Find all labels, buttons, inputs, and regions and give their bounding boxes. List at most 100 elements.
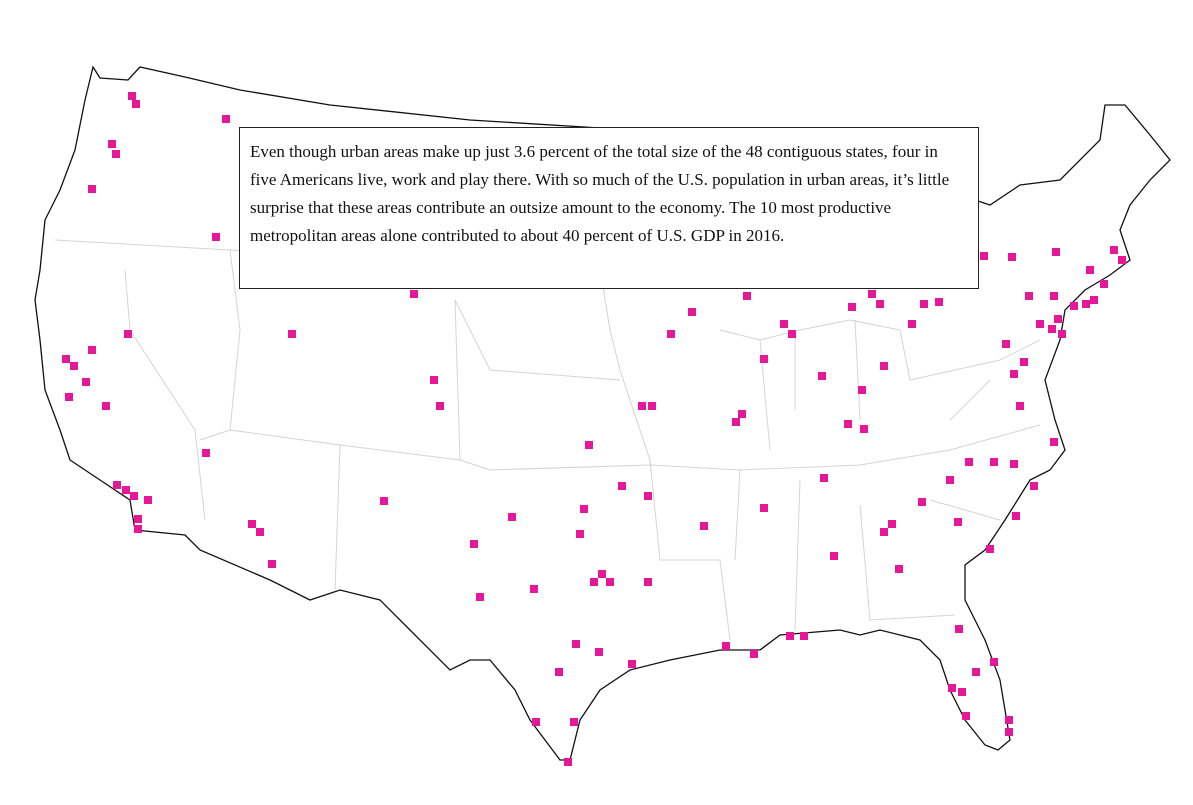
urban-cell <box>830 552 838 560</box>
urban-cell <box>212 233 220 241</box>
urban-cell <box>980 252 988 260</box>
urban-cell <box>990 658 998 666</box>
urban-cell <box>820 474 828 482</box>
urban-cell <box>1110 246 1118 254</box>
urban-cell <box>948 684 956 692</box>
urban-cell <box>65 393 73 401</box>
urban-cell <box>585 441 593 449</box>
urban-cell <box>990 458 998 466</box>
urban-cell <box>1100 280 1108 288</box>
urban-cell <box>1012 512 1020 520</box>
urban-cell <box>1016 402 1024 410</box>
urban-cell <box>1050 438 1058 446</box>
urban-cell <box>508 513 516 521</box>
urban-cell <box>638 402 646 410</box>
urban-cell <box>648 402 656 410</box>
urban-cell <box>738 410 746 418</box>
urban-cell <box>1052 248 1060 256</box>
urban-cell <box>1005 728 1013 736</box>
urban-cell <box>844 420 852 428</box>
urban-cell <box>128 92 136 100</box>
urban-cell <box>134 515 142 523</box>
urban-cell <box>134 525 142 533</box>
urban-cell <box>122 486 130 494</box>
urban-cell <box>954 518 962 526</box>
urban-cell <box>750 650 758 658</box>
urban-cell <box>760 504 768 512</box>
urban-cell <box>576 530 584 538</box>
urban-cell <box>1086 266 1094 274</box>
urban-cell <box>144 496 152 504</box>
urban-cell <box>858 386 866 394</box>
state-borders <box>54 239 1041 641</box>
urban-cell <box>248 520 256 528</box>
urban-cell <box>1008 253 1016 261</box>
urban-cell <box>644 492 652 500</box>
urban-cell <box>888 520 896 528</box>
urban-cell <box>786 632 794 640</box>
urban-cell <box>1048 325 1056 333</box>
urban-cell <box>955 625 963 633</box>
urban-cell <box>986 545 994 553</box>
urban-cell <box>760 355 768 363</box>
urban-cell <box>868 290 876 298</box>
urban-cell <box>380 497 388 505</box>
urban-cell <box>476 593 484 601</box>
urban-cell <box>1005 716 1013 724</box>
urban-cell <box>800 632 808 640</box>
urban-cell <box>598 570 606 578</box>
urban-cell <box>1002 340 1010 348</box>
urban-cells <box>62 92 1126 766</box>
urban-cell <box>667 330 675 338</box>
urban-cell <box>222 115 230 123</box>
urban-cell <box>436 402 444 410</box>
urban-cell <box>1082 300 1090 308</box>
urban-cell <box>946 476 954 484</box>
urban-cell <box>268 560 276 568</box>
urban-cell <box>1054 315 1062 323</box>
urban-cell <box>962 712 970 720</box>
urban-cell <box>895 565 903 573</box>
urban-cell <box>108 140 116 148</box>
urban-cell <box>113 481 121 489</box>
urban-cell <box>595 648 603 656</box>
urban-cell <box>818 372 826 380</box>
urban-cell <box>700 522 708 530</box>
urban-cell <box>570 718 578 726</box>
urban-cell <box>628 660 636 668</box>
urban-cell <box>722 642 730 650</box>
urban-cell <box>644 578 652 586</box>
urban-cell <box>1020 358 1028 366</box>
urban-cell <box>1070 302 1078 310</box>
urban-cell <box>1010 460 1018 468</box>
urban-cell <box>410 290 418 298</box>
urban-cell <box>1030 482 1038 490</box>
urban-cell <box>532 718 540 726</box>
urban-cell <box>780 320 788 328</box>
urban-cell <box>102 402 110 410</box>
urban-cell <box>82 378 90 386</box>
urban-cell <box>470 540 478 548</box>
urban-cell <box>1010 370 1018 378</box>
urban-cell <box>1050 292 1058 300</box>
urban-cell <box>1025 292 1033 300</box>
urban-cell <box>1118 256 1126 264</box>
urban-cell <box>788 330 796 338</box>
urban-cell <box>62 355 70 363</box>
urban-cell <box>590 578 598 586</box>
urban-cell <box>130 492 138 500</box>
urban-cell <box>860 425 868 433</box>
urban-cell <box>530 585 538 593</box>
urban-cell <box>88 185 96 193</box>
urban-cell <box>1036 320 1044 328</box>
urban-cell <box>880 362 888 370</box>
urban-cell <box>202 449 210 457</box>
urban-cell <box>935 298 943 306</box>
urban-cell <box>732 418 740 426</box>
urban-cell <box>88 346 96 354</box>
urban-cell <box>555 668 563 676</box>
urban-cell <box>572 640 580 648</box>
urban-cell <box>124 330 132 338</box>
